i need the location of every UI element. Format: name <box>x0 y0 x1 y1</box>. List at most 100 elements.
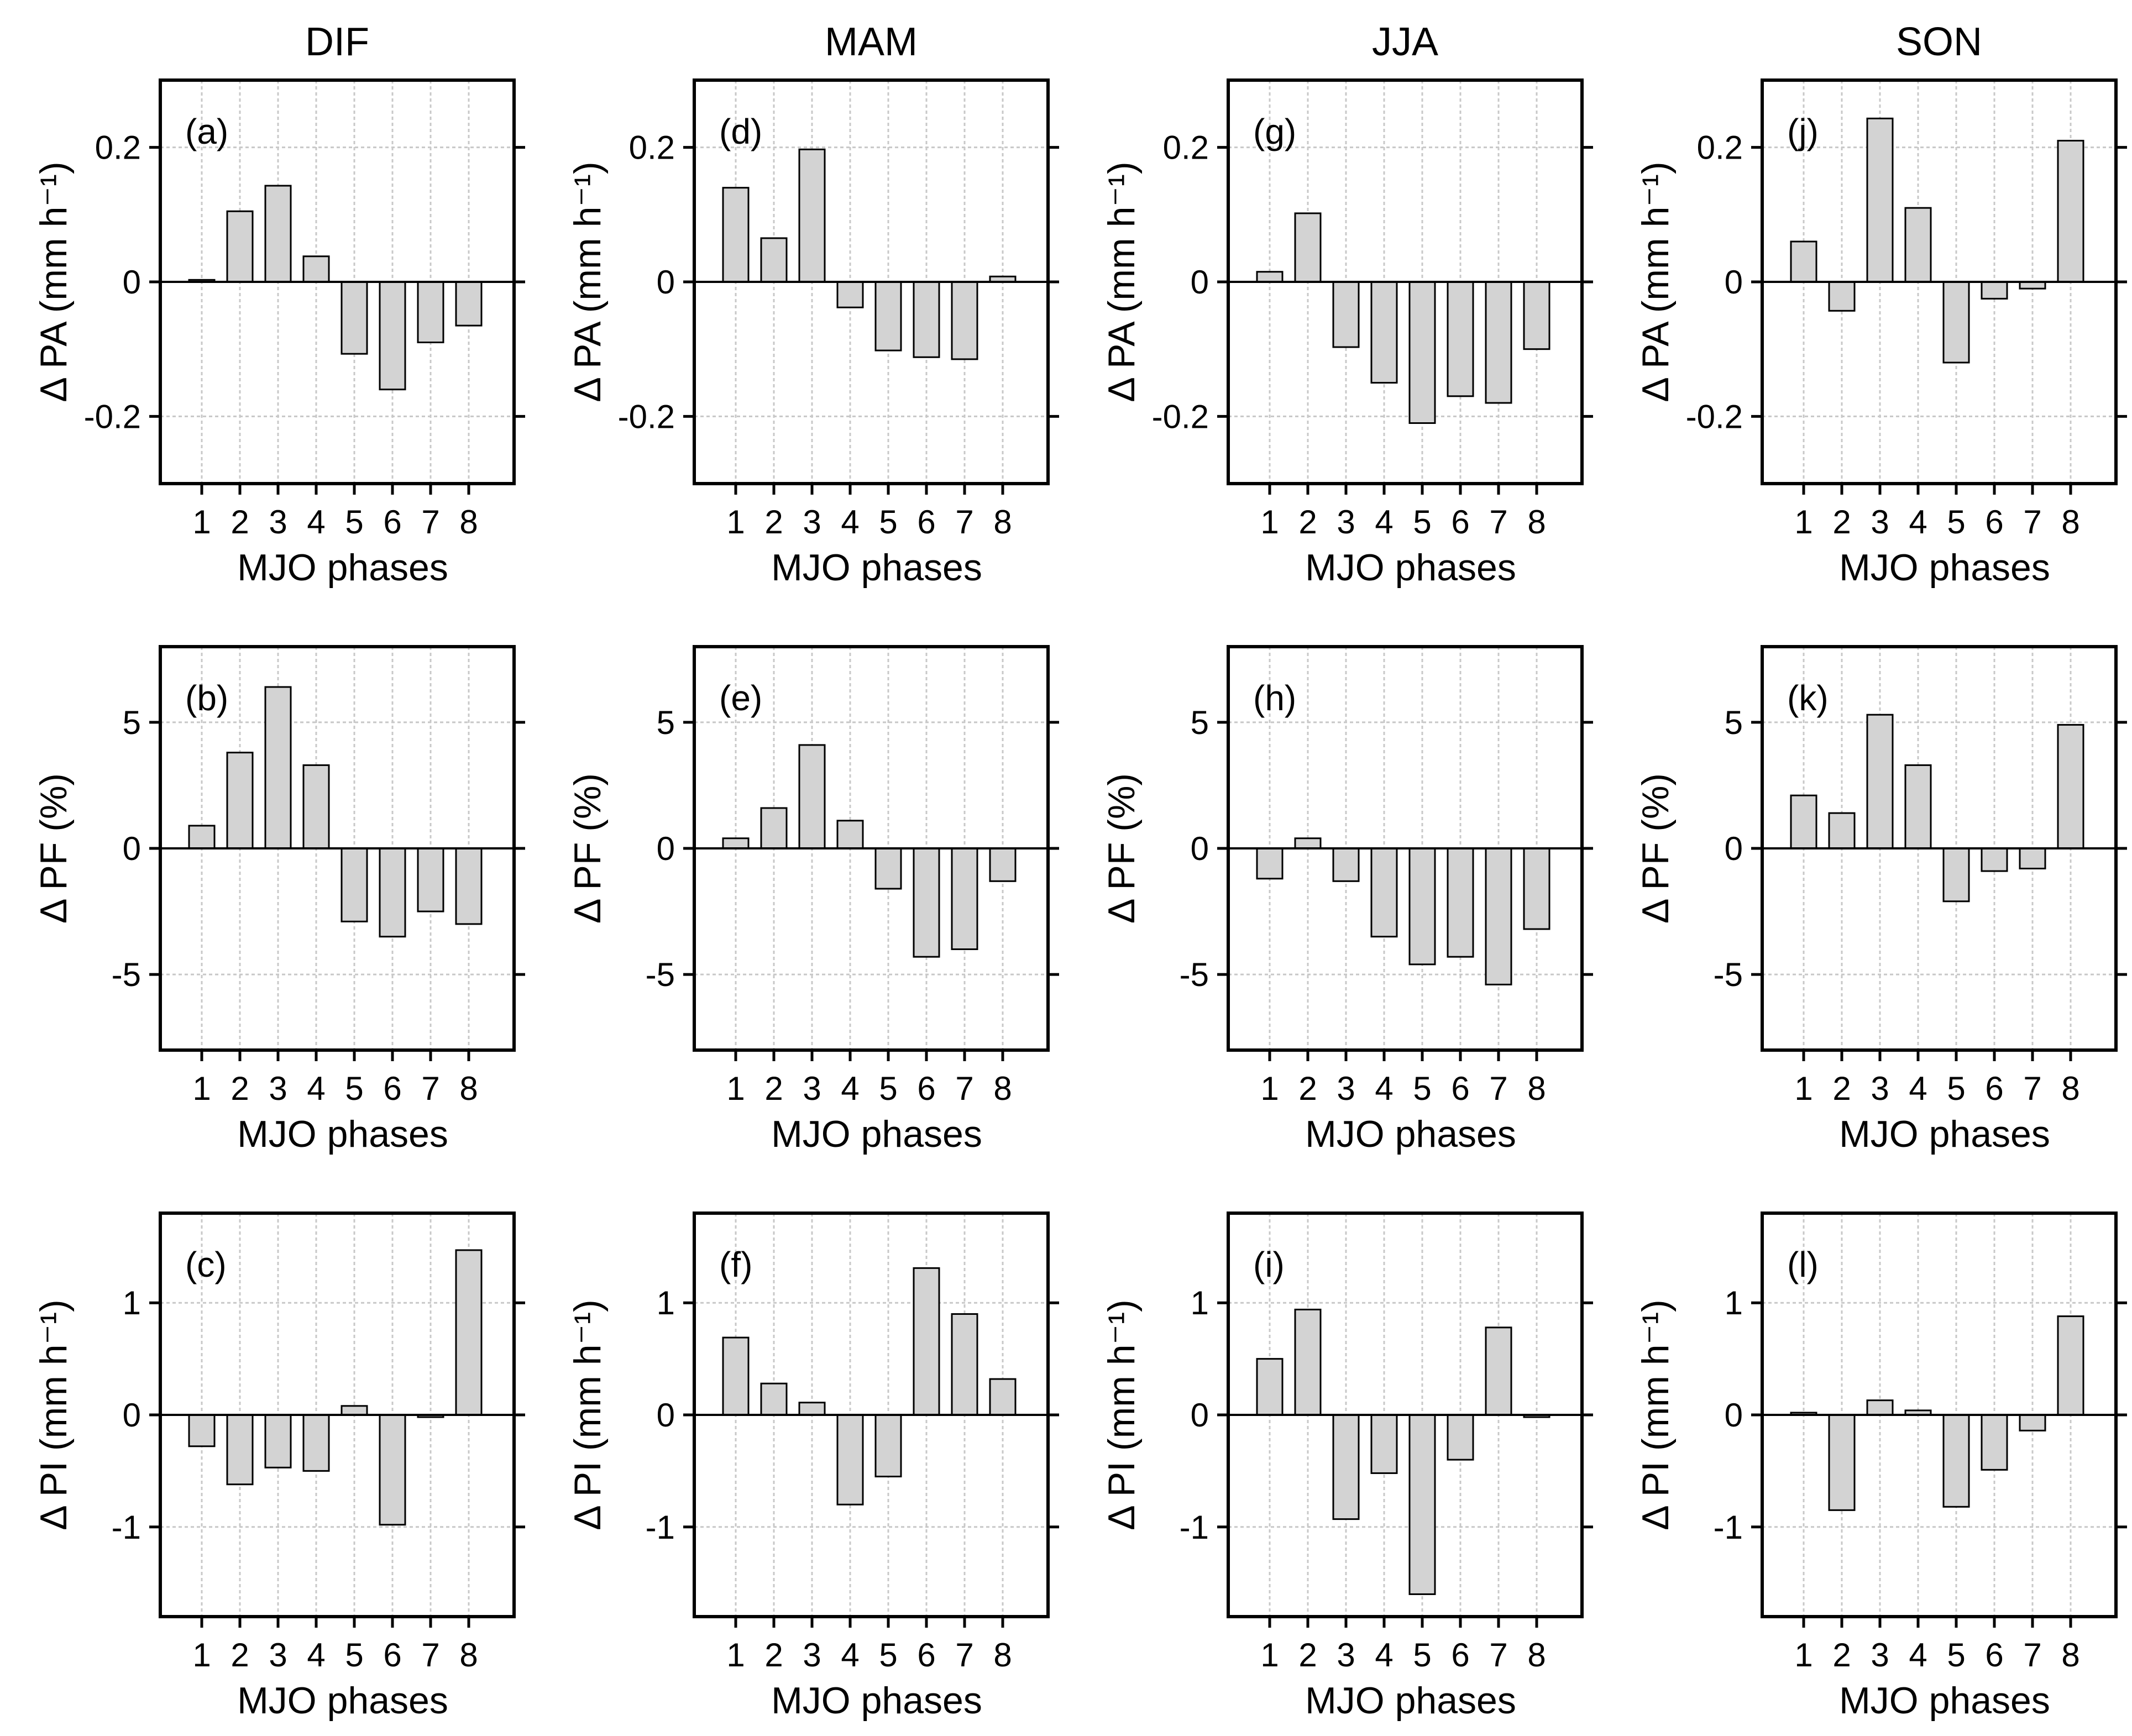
bar-phase-2 <box>1294 212 1322 283</box>
x-tick-label: 1 <box>1260 1637 1279 1674</box>
x-tick-label: 7 <box>2023 1070 2041 1107</box>
bar-phase-5 <box>1408 1414 1436 1595</box>
bar-phase-5 <box>1942 1414 1970 1508</box>
x-tick-label: 5 <box>345 1637 363 1674</box>
bar-phase-1 <box>188 825 216 849</box>
bar-phase-4 <box>836 820 864 849</box>
y-tick-label: 0.2 <box>629 129 675 166</box>
panel-letter: (l) <box>1787 1245 1819 1284</box>
panel-letter: (i) <box>1253 1245 1285 1284</box>
x-tick-label: 2 <box>1298 1070 1317 1107</box>
x-tick-label: 2 <box>1298 504 1317 541</box>
x-axis-label: MJO phases <box>237 1113 448 1155</box>
bar-phase-1 <box>1256 271 1284 283</box>
x-tick-label: 4 <box>1375 1070 1393 1107</box>
x-tick-label: 1 <box>726 1637 745 1674</box>
x-tick-label: 2 <box>764 1637 783 1674</box>
x-tick-label: 3 <box>803 1070 821 1107</box>
x-tick-label: 5 <box>1413 504 1431 541</box>
x-tick-label: 8 <box>2061 1070 2079 1107</box>
bar-phase-2 <box>1828 281 1856 312</box>
x-tick-label: 3 <box>1337 1070 1355 1107</box>
x-axis-label: MJO phases <box>1839 1113 2050 1155</box>
y-tick-label: 0 <box>1191 1397 1209 1434</box>
bar-phase-5 <box>874 1414 902 1478</box>
y-axis-label: Δ PI (mm h⁻¹) <box>1635 1299 1677 1530</box>
x-tick-label: 3 <box>269 504 287 541</box>
y-tick-label: 1 <box>1725 1284 1743 1321</box>
bar-phase-5 <box>874 281 902 352</box>
bar-phase-8 <box>2057 1315 2084 1416</box>
x-tick-label: 1 <box>1794 1070 1813 1107</box>
x-tick-label: 3 <box>1871 1637 1889 1674</box>
bar-phase-1 <box>1256 847 1284 880</box>
x-tick-label: 4 <box>841 1070 859 1107</box>
bar-phase-6 <box>913 281 940 358</box>
x-axis-label: MJO phases <box>237 547 448 589</box>
y-tick-label: 0 <box>1725 1397 1743 1434</box>
x-tick-label: 6 <box>917 504 935 541</box>
x-tick-label: 6 <box>1451 1637 1469 1674</box>
y-tick-label: -1 <box>1714 1509 1743 1546</box>
bar-phase-6 <box>913 847 940 958</box>
x-tick-label: 6 <box>1985 504 2003 541</box>
y-tick-label: 0 <box>657 264 675 301</box>
bar-phase-3 <box>264 686 292 849</box>
x-tick-label: 4 <box>1375 504 1393 541</box>
panel-letter: (j) <box>1787 112 1819 151</box>
y-tick-label: 0 <box>657 1397 675 1434</box>
panel-j: -0.2 0 0.2 1 2 3 4 5 6 7 8 MJO phases Δ PA (mm h⁻¹) (… <box>1635 20 2127 589</box>
x-tick-label: 8 <box>993 1070 1012 1107</box>
x-tick-label: 5 <box>345 1070 363 1107</box>
x-tick-label: 4 <box>307 504 325 541</box>
x-tick-label: 2 <box>231 504 249 541</box>
bar-phase-5 <box>1942 847 1970 903</box>
x-tick-label: 3 <box>803 1637 821 1674</box>
x-tick-label: 1 <box>192 1637 211 1674</box>
y-tick-label: 0 <box>123 264 141 301</box>
bar-phase-3 <box>1866 117 1894 283</box>
bar-phase-6 <box>1447 281 1474 397</box>
x-tick-label: 8 <box>1527 504 1546 541</box>
bar-phase-5 <box>1408 847 1436 966</box>
bar-phase-1 <box>1790 240 1817 283</box>
y-tick-label: 5 <box>1191 704 1209 741</box>
panel-letter: (c) <box>185 1245 227 1284</box>
bar-phase-5 <box>1942 281 1970 364</box>
bar-phase-8 <box>1523 281 1550 350</box>
x-tick-label: 7 <box>2023 504 2041 541</box>
x-tick-label: 8 <box>993 504 1012 541</box>
bar-phase-2 <box>226 752 254 849</box>
panel-a: -0.2 0 0.2 1 2 3 4 5 6 7 8 MJO phases Δ PA (mm h⁻¹) (… <box>33 20 525 589</box>
bar-phase-2 <box>760 1382 788 1416</box>
x-tick-label: 1 <box>192 504 211 541</box>
bar-phase-6 <box>379 281 406 391</box>
panel-d: -0.2 0 0.2 1 2 3 4 5 6 7 8 MJO phases Δ PA (mm h⁻¹) (… <box>567 20 1059 589</box>
bar-phase-3 <box>1332 847 1360 882</box>
y-tick-label: 0.2 <box>95 129 141 166</box>
y-tick-label: 0 <box>123 830 141 867</box>
panel-letter: (a) <box>185 112 228 151</box>
x-axis-label: MJO phases <box>771 1680 982 1722</box>
bar-phase-2 <box>1294 1308 1322 1416</box>
x-tick-label: 3 <box>803 504 821 541</box>
bar-phase-5 <box>874 847 902 890</box>
bar-phase-5 <box>341 1405 368 1416</box>
bar-phase-3 <box>1332 1414 1360 1520</box>
x-tick-label: 5 <box>1413 1070 1431 1107</box>
y-tick-label: 0.2 <box>1163 129 1209 166</box>
y-tick-label: -0.2 <box>1686 398 1743 435</box>
x-tick-label: 6 <box>383 1070 401 1107</box>
y-tick-label: -5 <box>1714 956 1743 993</box>
bar-phase-3 <box>798 148 826 283</box>
x-tick-label: 8 <box>459 1070 478 1107</box>
x-tick-label: 6 <box>1985 1637 2003 1674</box>
x-tick-label: 1 <box>726 504 745 541</box>
y-tick-label: -0.2 <box>1152 398 1209 435</box>
x-tick-label: 4 <box>1909 504 1927 541</box>
x-axis-label: MJO phases <box>237 1680 448 1722</box>
x-tick-label: 2 <box>1832 1637 1851 1674</box>
bar-phase-7 <box>1485 847 1512 985</box>
